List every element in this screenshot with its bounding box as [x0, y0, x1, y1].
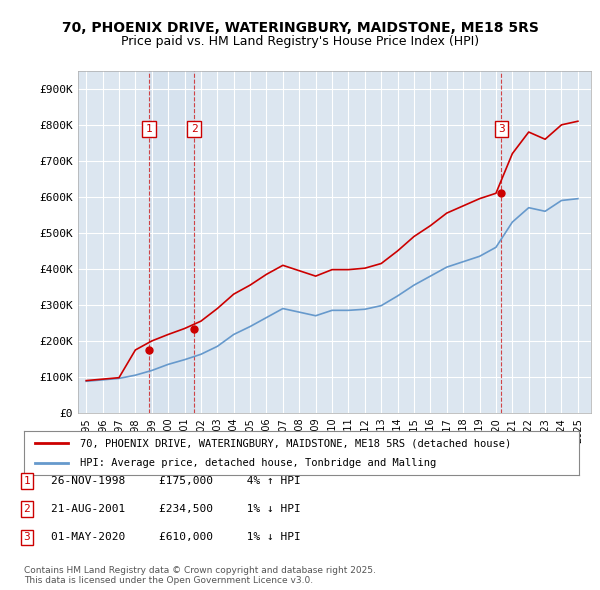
Text: 1: 1 [23, 476, 31, 486]
Text: 70, PHOENIX DRIVE, WATERINGBURY, MAIDSTONE, ME18 5RS (detached house): 70, PHOENIX DRIVE, WATERINGBURY, MAIDSTO… [79, 438, 511, 448]
Text: 01-MAY-2020     £610,000     1% ↓ HPI: 01-MAY-2020 £610,000 1% ↓ HPI [51, 533, 301, 542]
Text: Contains HM Land Registry data © Crown copyright and database right 2025.
This d: Contains HM Land Registry data © Crown c… [24, 566, 376, 585]
Text: HPI: Average price, detached house, Tonbridge and Malling: HPI: Average price, detached house, Tonb… [79, 458, 436, 467]
Text: 3: 3 [23, 533, 31, 542]
Bar [149, 71, 194, 413]
Text: 21-AUG-2001     £234,500     1% ↓ HPI: 21-AUG-2001 £234,500 1% ↓ HPI [51, 504, 301, 514]
Text: Price paid vs. HM Land Registry's House Price Index (HPI): Price paid vs. HM Land Registry's House … [121, 35, 479, 48]
Text: 70, PHOENIX DRIVE, WATERINGBURY, MAIDSTONE, ME18 5RS: 70, PHOENIX DRIVE, WATERINGBURY, MAIDSTO… [62, 21, 538, 35]
Text: 2: 2 [23, 504, 31, 514]
Text: 1: 1 [146, 124, 152, 134]
Text: 3: 3 [498, 124, 505, 134]
Text: 2: 2 [191, 124, 197, 134]
Text: 26-NOV-1998     £175,000     4% ↑ HPI: 26-NOV-1998 £175,000 4% ↑ HPI [51, 476, 301, 486]
